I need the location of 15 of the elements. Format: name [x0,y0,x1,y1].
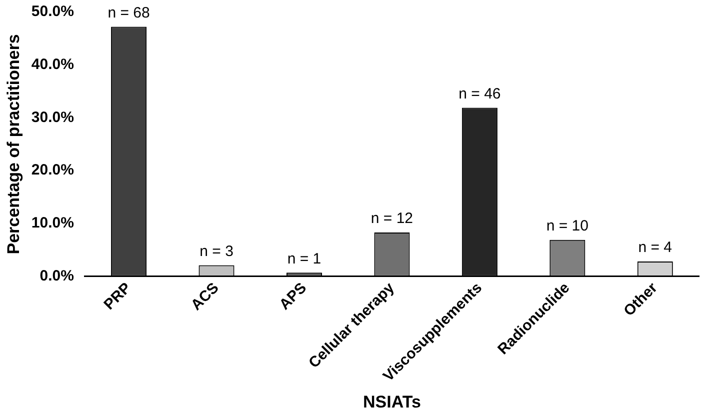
annotation: n = 10 [546,218,588,235]
y-tick-label: 30.0% [31,108,74,126]
y-tick-label: 20.0% [31,162,74,179]
y-axis-title: Percentage of practitioners [4,34,23,254]
y-tick-label: 40.0% [31,56,74,74]
annotation: n = 3 [200,242,234,260]
annotation: n = 68 [108,4,150,22]
annotation: n = 4 [638,239,672,256]
x-axis-title: NSIATs [362,392,421,412]
y-tick-label: 0.0% [40,267,74,284]
annotation: n = 1 [287,250,322,268]
y-tick-label: 50.0% [31,3,74,20]
annotation: n = 12 [370,210,414,228]
y-tick-label: 10.0% [31,214,74,232]
annotation: n = 46 [458,85,501,102]
